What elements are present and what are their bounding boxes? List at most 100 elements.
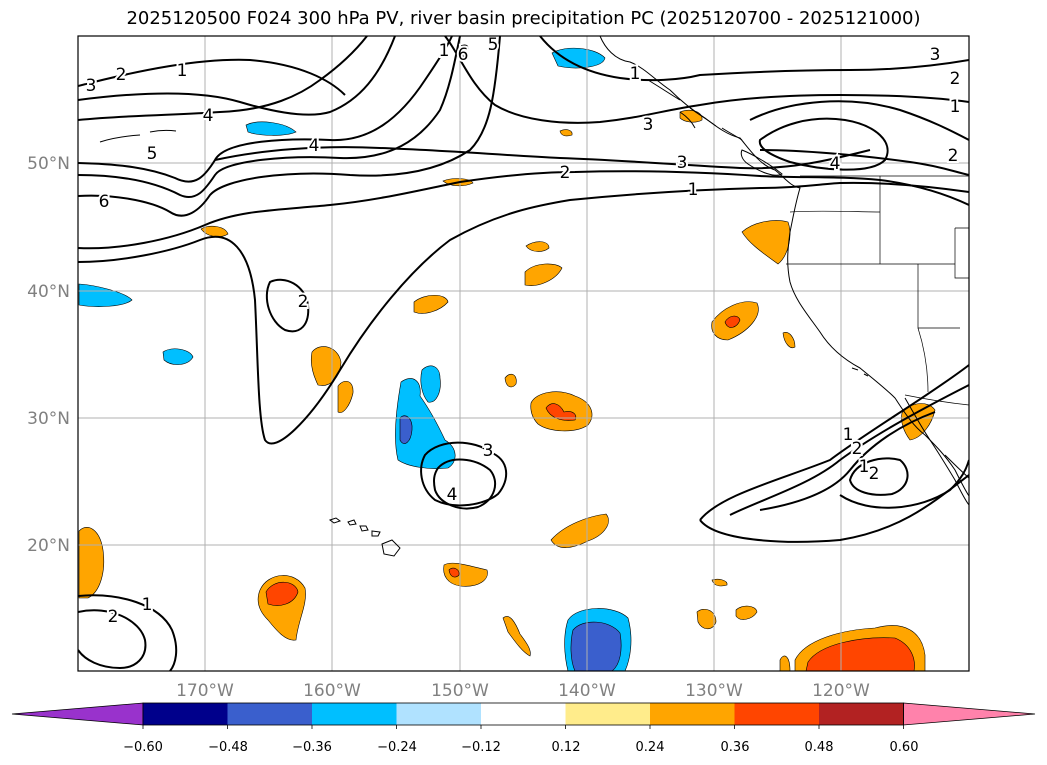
contour-label: 3 — [483, 441, 494, 461]
lon-label: 160°W — [303, 681, 361, 701]
contour-label: 1 — [142, 595, 153, 615]
lat-label: 20°N — [27, 536, 70, 556]
lat-label: 30°N — [27, 409, 70, 429]
colorbar — [11, 702, 1036, 729]
contour-label: 3 — [643, 115, 654, 135]
positive-anomaly-patch — [779, 655, 791, 671]
contour-label: 5 — [488, 35, 499, 55]
contour-label: 4 — [203, 106, 214, 126]
pv-contour-line — [444, 36, 969, 124]
map-frame — [77, 35, 970, 672]
contour-label: 2 — [852, 439, 863, 459]
contour-label: 2 — [108, 607, 119, 627]
contour-label: 1 — [688, 180, 699, 200]
colorbar-labels: −0.60 −0.48 −0.36 −0.24 −0.12 0.12 0.24 … — [123, 740, 918, 755]
negative-anomaly-patch — [78, 283, 133, 307]
colorbar-segment — [734, 703, 820, 725]
contour-labels: 1 2 3 4 5 6 1 2 3 4 5 6 4 3 2 1 2 1 2 3 … — [84, 35, 963, 629]
positive-anomaly-patch — [782, 332, 796, 348]
contour-label: 2 — [116, 65, 127, 85]
negative-anomaly-patch — [570, 621, 622, 671]
negative-anomaly-patch — [420, 365, 441, 403]
colorbar-tick-label: 0.36 — [721, 740, 750, 755]
contour-label: 6 — [99, 192, 110, 212]
north-america-coast — [599, 36, 969, 497]
colorbar-segment — [565, 703, 651, 725]
aleutian-islands — [99, 129, 177, 143]
positive-anomaly-patch — [200, 225, 229, 238]
contour-label: 4 — [447, 485, 458, 505]
colorbar-tick-label: −0.24 — [377, 740, 417, 755]
positive-anomaly-patch — [724, 315, 741, 328]
pv-contour-line — [214, 146, 871, 170]
positive-anomaly-patch — [805, 637, 915, 671]
contour-label: 2 — [298, 292, 309, 312]
lon-label: 170°W — [176, 681, 234, 701]
lon-label: 120°W — [812, 681, 870, 701]
positive-anomaly-patch — [443, 562, 488, 587]
positive-anomaly-patch — [741, 220, 791, 265]
colorbar-segment — [396, 703, 482, 725]
colorbar-tick-label: 0.12 — [552, 740, 581, 755]
pv-contour-line — [78, 36, 461, 198]
precipitation-shading — [78, 47, 936, 671]
colorbar-tick-label: −0.48 — [208, 740, 248, 755]
colorbar-segment — [227, 703, 313, 725]
contour-label: 2 — [950, 69, 961, 89]
colorbar-segment — [819, 703, 904, 725]
contour-label: 3 — [677, 153, 688, 173]
haida-gwaii — [679, 111, 696, 129]
chart-title: 2025120500 F024 300 hPa PV, river basin … — [126, 8, 921, 29]
contour-label: 2 — [560, 163, 571, 183]
vancouver-island — [740, 149, 783, 176]
contour-label: 2 — [948, 146, 959, 166]
pv-contour-line — [433, 458, 497, 510]
pv-contour-line — [749, 100, 969, 141]
positive-anomaly-patch — [502, 616, 531, 657]
contour-label: 6 — [458, 45, 469, 65]
california-arizona-border — [917, 327, 929, 393]
contour-label: 3 — [86, 76, 97, 96]
positive-anomaly-patch — [413, 294, 449, 314]
positive-anomaly-patch — [679, 109, 703, 123]
channel-islands — [851, 367, 869, 377]
positive-anomaly-patch — [504, 373, 517, 388]
pv-contour-line — [78, 36, 453, 183]
pv-contour-line — [729, 384, 969, 516]
colorbar-segment — [481, 703, 566, 725]
positive-anomaly-patch — [550, 513, 609, 548]
colorbar-segment — [143, 703, 228, 725]
contour-label: 4 — [830, 154, 841, 174]
pv-contour-line — [78, 58, 346, 96]
pv-contour-line — [78, 36, 501, 217]
negative-anomaly-patch — [551, 47, 606, 69]
alaska-panhandle-islands — [647, 79, 743, 141]
lon-label: 150°W — [431, 681, 489, 701]
negative-anomaly-patch — [162, 348, 194, 365]
lat-label: 40°N — [27, 282, 70, 302]
utah-border — [954, 227, 969, 279]
colorbar-segment — [650, 703, 735, 725]
gridlines — [78, 36, 969, 671]
positive-anomaly-patch — [696, 609, 717, 630]
lon-label: 140°W — [558, 681, 616, 701]
colorbar-extend-high — [903, 702, 1036, 726]
positive-anomaly-patch — [337, 380, 354, 413]
pv-contour-line — [539, 36, 969, 82]
pv-contour-line — [848, 457, 909, 496]
colorbar-tick-label: −0.36 — [292, 740, 332, 755]
colorbar-outline — [142, 702, 904, 726]
hawaiian-islands — [328, 517, 401, 557]
positive-anomaly-patch — [78, 527, 105, 599]
nevada-california-border — [917, 264, 960, 329]
positive-anomaly-patch — [711, 578, 728, 587]
pv-contour-line — [759, 149, 969, 176]
pv-contour-line — [78, 609, 147, 670]
longitude-labels: 170°W 160°W 150°W 140°W 130°W 120°W — [176, 681, 870, 701]
colorbar-extend-low — [11, 702, 144, 726]
contour-label: 4 — [309, 136, 320, 156]
negative-anomaly-patch — [245, 121, 297, 136]
positive-anomaly-patch — [524, 263, 563, 286]
